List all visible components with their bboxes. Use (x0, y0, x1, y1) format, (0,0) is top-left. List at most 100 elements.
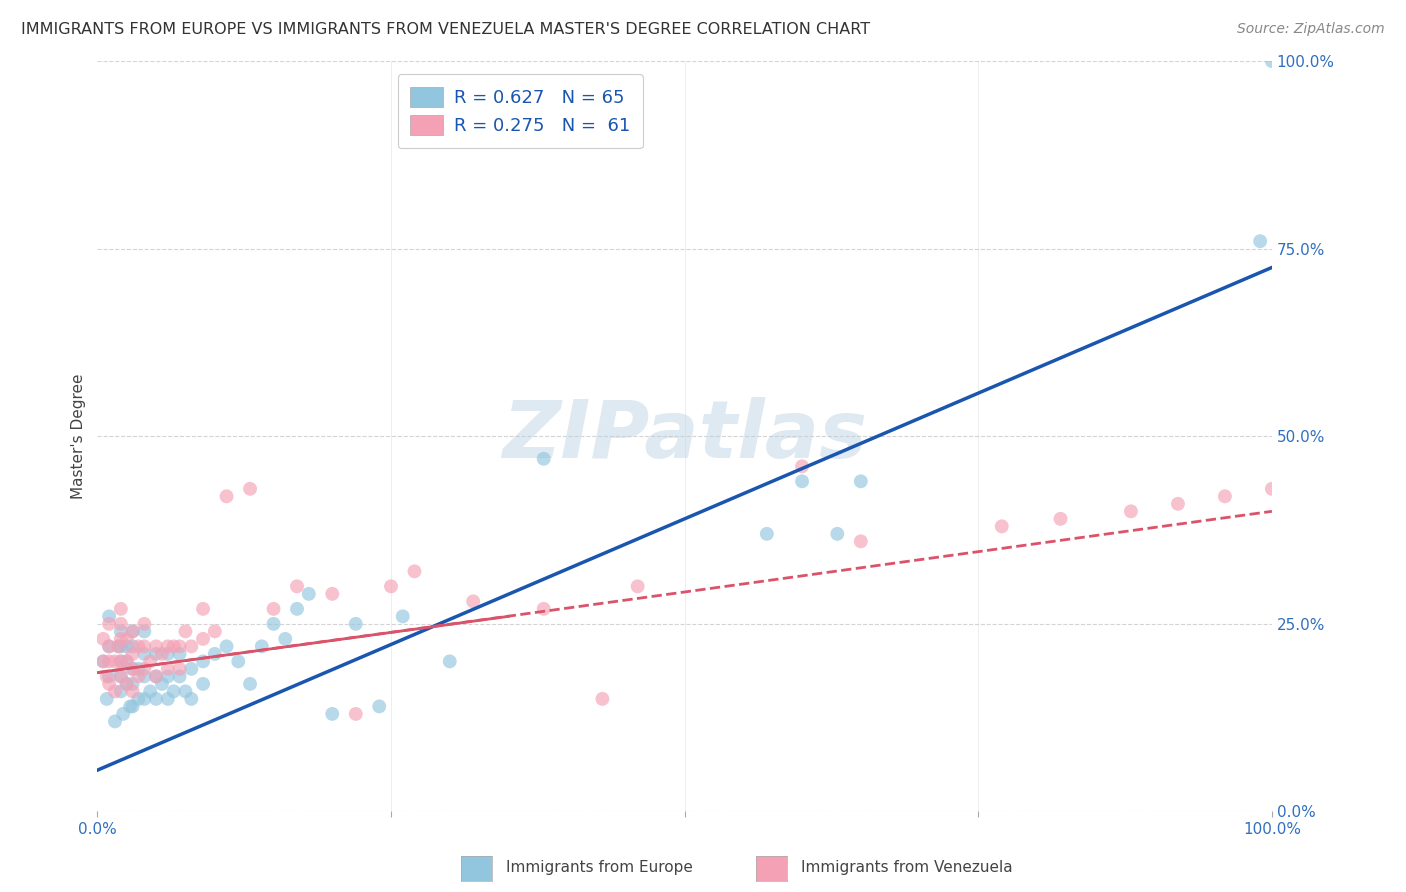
Point (91, 654, 114, 668)
Point (344, 616, 367, 631)
Point (145, 640, 167, 654)
Point (755, 526, 778, 541)
Point (239, 677, 262, 691)
Point (110, 669, 132, 683)
Point (156, 647, 179, 661)
Point (169, 669, 191, 683)
Point (121, 624, 143, 639)
Legend: R = 0.627   N = 65, R = 0.275   N =  61: R = 0.627 N = 65, R = 0.275 N = 61 (398, 74, 643, 148)
Point (250, 640, 273, 654)
Point (226, 654, 249, 668)
Point (263, 602, 285, 616)
Point (110, 624, 132, 639)
Point (1167, 497, 1189, 511)
Point (110, 654, 132, 668)
Point (127, 692, 149, 706)
Point (134, 616, 156, 631)
Point (990, 519, 1012, 533)
Point (121, 677, 143, 691)
Point (139, 654, 162, 668)
Point (215, 640, 238, 654)
Point (115, 654, 138, 668)
Point (174, 684, 197, 698)
Point (169, 662, 191, 676)
Point (134, 647, 156, 661)
Point (591, 692, 613, 706)
Point (121, 684, 143, 698)
Point (180, 640, 202, 654)
Point (849, 475, 872, 489)
Point (204, 624, 226, 639)
Point (134, 662, 156, 676)
Point (150, 647, 173, 661)
Point (191, 654, 214, 668)
Point (380, 579, 402, 593)
Point (1213, 489, 1236, 503)
Point (110, 602, 132, 616)
Point (150, 677, 173, 691)
Point (134, 669, 156, 683)
Point (145, 692, 167, 706)
Point (115, 632, 138, 646)
Y-axis label: Master's Degree: Master's Degree (72, 374, 86, 499)
Point (110, 632, 132, 646)
Point (463, 594, 485, 608)
Point (121, 662, 143, 676)
Point (98, 640, 121, 654)
Point (298, 587, 321, 601)
Point (1261, 482, 1284, 496)
Point (127, 662, 149, 676)
Point (134, 624, 156, 639)
Point (191, 677, 214, 691)
Point (127, 640, 149, 654)
Point (98, 640, 121, 654)
Point (107, 640, 129, 654)
Point (439, 654, 461, 668)
Point (180, 662, 202, 676)
Point (156, 640, 179, 654)
Point (110, 616, 132, 631)
Point (790, 459, 813, 474)
Point (96, 669, 118, 683)
Point (121, 624, 143, 639)
Point (145, 647, 167, 661)
Point (321, 706, 343, 721)
Point (120, 699, 142, 714)
Point (98, 654, 121, 668)
Point (1119, 504, 1142, 518)
Point (121, 662, 143, 676)
Point (180, 692, 202, 706)
Point (1249, 234, 1271, 248)
Point (285, 602, 308, 616)
Point (239, 482, 262, 496)
Text: Immigrants from Europe: Immigrants from Europe (506, 861, 693, 875)
Point (112, 706, 135, 721)
Point (1049, 512, 1071, 526)
Point (204, 647, 226, 661)
Point (156, 669, 179, 683)
Point (110, 640, 132, 654)
Point (145, 669, 167, 683)
Point (145, 669, 167, 683)
Point (344, 706, 367, 721)
Point (849, 534, 872, 549)
Point (115, 677, 138, 691)
Point (139, 684, 162, 698)
Point (285, 579, 308, 593)
Point (98, 669, 121, 683)
Point (134, 692, 156, 706)
Point (91, 654, 114, 668)
Point (104, 654, 127, 668)
Point (110, 669, 132, 683)
Point (790, 475, 813, 489)
Point (169, 640, 191, 654)
Point (191, 602, 214, 616)
Point (115, 677, 138, 691)
Point (91, 632, 114, 646)
Point (156, 662, 179, 676)
Point (533, 451, 555, 466)
Point (98, 609, 121, 624)
Text: Source: ZipAtlas.com: Source: ZipAtlas.com (1237, 22, 1385, 37)
Text: IMMIGRANTS FROM EUROPE VS IMMIGRANTS FROM VENEZUELA MASTER'S DEGREE CORRELATION : IMMIGRANTS FROM EUROPE VS IMMIGRANTS FRO… (21, 22, 870, 37)
Point (121, 647, 143, 661)
